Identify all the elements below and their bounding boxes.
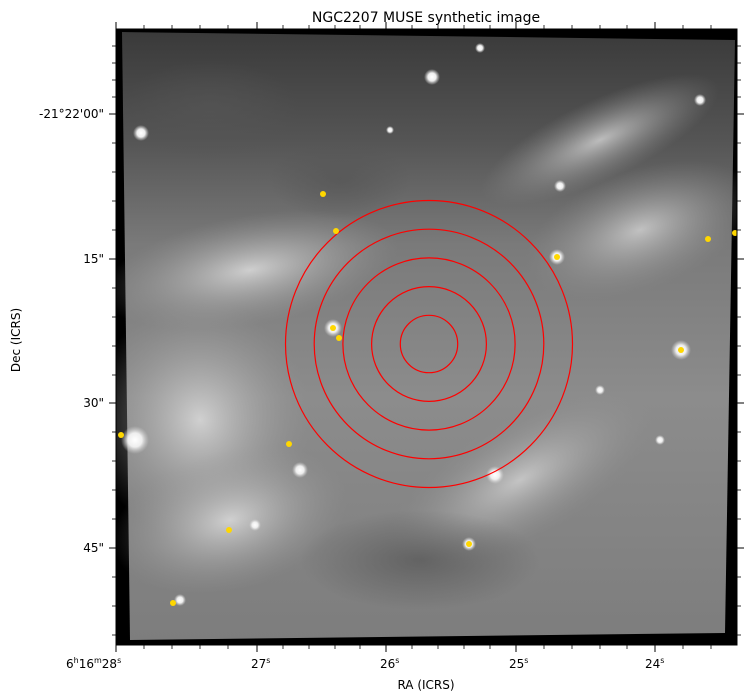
y-axis-label: Dec (ICRS) [9,308,23,372]
source-marker [226,527,232,533]
x-tick-label: 26s [380,656,399,671]
galaxy-image [116,32,737,640]
x-tick-label: 24s [645,656,664,671]
source-marker [732,230,737,236]
x-axis-label: RA (ICRS) [397,678,454,692]
source-marker [320,191,326,197]
source-marker [286,441,292,447]
y-minor-ticks [112,45,741,636]
source-marker [336,335,342,341]
axes-frame [115,28,738,646]
aperture-ring-1 [399,314,459,374]
aperture-ring-3 [342,257,516,431]
x-tick-label-ra-start: 6h16m28s [66,656,121,671]
y-tick-labels: -21°22'00" 15" 30" 45" [39,107,104,555]
y-major-ticks [109,113,744,549]
source-marker [678,347,684,353]
x-tick-label: 25s [509,656,528,671]
x-minor-ticks [143,25,712,649]
source-marker [330,325,336,331]
source-marker [118,432,124,438]
source-marker [466,541,472,547]
x-tick-label: 27s [251,656,270,671]
source-marker [705,236,711,242]
x-major-ticks [115,22,656,652]
source-markers [118,191,737,606]
source-marker [333,228,339,234]
y-tick-label: 30" [83,396,104,410]
image-panel [116,29,737,645]
source-marker [554,254,560,260]
y-tick-label: 15" [83,252,104,266]
aperture-rings [284,199,574,489]
y-tick-label: 45" [83,541,104,555]
aperture-ring-5 [284,199,574,489]
aperture-ring-4 [313,228,545,460]
x-tick-labels: 6h16m28s 27s 26s 25s 24s [66,656,664,671]
source-marker [170,600,176,606]
y-tick-label: -21°22'00" [39,107,104,121]
aperture-ring-2 [371,286,488,403]
figure-title: NGC2207 MUSE synthetic image [312,10,540,26]
